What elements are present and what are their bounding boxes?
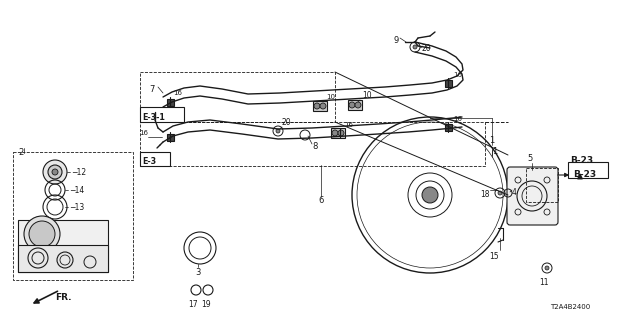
- Circle shape: [24, 216, 60, 252]
- Text: 2: 2: [18, 148, 23, 157]
- Circle shape: [29, 221, 55, 247]
- Text: B-23: B-23: [573, 170, 596, 179]
- Bar: [167, 99, 174, 106]
- Circle shape: [338, 130, 344, 136]
- Circle shape: [498, 191, 502, 195]
- Text: 9: 9: [393, 36, 398, 45]
- Bar: [568, 162, 608, 178]
- Bar: [167, 134, 174, 141]
- FancyBboxPatch shape: [507, 167, 558, 225]
- Circle shape: [314, 103, 320, 109]
- Text: 16: 16: [453, 72, 462, 78]
- Text: 4: 4: [512, 188, 517, 197]
- Bar: [140, 152, 170, 166]
- Bar: [18, 220, 108, 272]
- Bar: [140, 122, 485, 166]
- Text: 1: 1: [490, 136, 495, 145]
- Bar: [13, 152, 133, 280]
- Text: ─14: ─14: [70, 186, 84, 195]
- Bar: [526, 168, 558, 202]
- Text: 16: 16: [344, 122, 353, 128]
- Text: 17: 17: [188, 300, 198, 309]
- Text: 11: 11: [540, 278, 548, 287]
- Bar: [331, 128, 345, 138]
- Text: E-3-1: E-3-1: [142, 113, 165, 122]
- Text: 6: 6: [318, 196, 323, 205]
- Bar: [348, 100, 362, 110]
- Text: ─12: ─12: [72, 168, 86, 177]
- Text: 5: 5: [527, 154, 532, 163]
- Text: 16: 16: [139, 130, 148, 136]
- Text: FR.: FR.: [55, 292, 72, 301]
- Text: 8: 8: [312, 142, 317, 151]
- Circle shape: [413, 45, 417, 49]
- Circle shape: [43, 160, 67, 184]
- Bar: [140, 107, 184, 122]
- Circle shape: [276, 129, 280, 133]
- Circle shape: [355, 102, 361, 108]
- Text: 15: 15: [489, 252, 499, 261]
- Circle shape: [332, 130, 338, 136]
- Circle shape: [48, 165, 62, 179]
- Circle shape: [349, 102, 355, 108]
- Circle shape: [52, 169, 58, 175]
- Text: 18: 18: [481, 190, 490, 199]
- Text: 16: 16: [173, 90, 182, 96]
- Text: T2A4B2400: T2A4B2400: [550, 304, 590, 310]
- Circle shape: [320, 103, 326, 109]
- Text: 20: 20: [421, 44, 431, 53]
- Bar: [445, 80, 452, 87]
- Text: 10: 10: [326, 94, 335, 100]
- Bar: [140, 72, 335, 122]
- Text: 16: 16: [453, 116, 462, 122]
- Text: 10: 10: [362, 91, 372, 100]
- Bar: [18, 245, 108, 272]
- Text: 7: 7: [150, 85, 155, 94]
- Text: 3: 3: [195, 268, 201, 277]
- Bar: [337, 130, 344, 137]
- Circle shape: [422, 187, 438, 203]
- Text: ─13: ─13: [70, 203, 84, 212]
- Text: 20: 20: [282, 118, 292, 127]
- Text: B-23: B-23: [570, 156, 593, 165]
- Bar: [445, 124, 452, 131]
- Bar: [313, 101, 327, 111]
- Text: 19: 19: [201, 300, 211, 309]
- Text: E-3: E-3: [142, 157, 156, 166]
- Text: 1: 1: [492, 147, 497, 156]
- Circle shape: [545, 266, 549, 270]
